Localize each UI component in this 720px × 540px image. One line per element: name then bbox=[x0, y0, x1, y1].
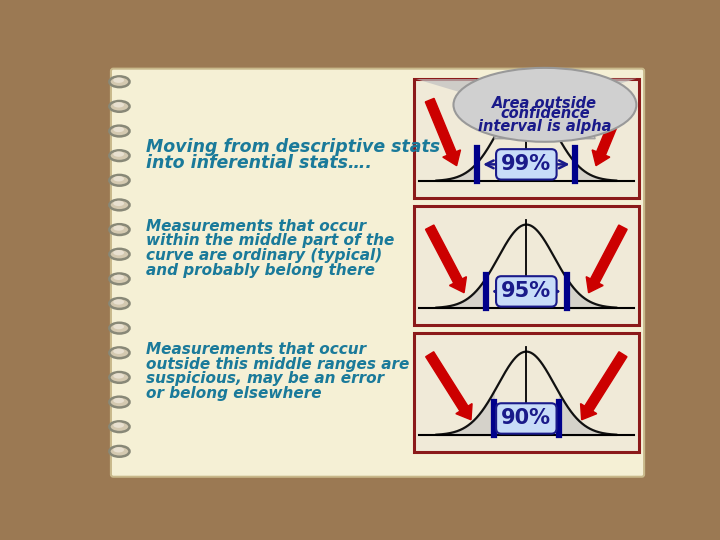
Ellipse shape bbox=[109, 397, 130, 408]
Bar bbox=[414, 333, 639, 452]
Ellipse shape bbox=[113, 447, 124, 453]
Ellipse shape bbox=[109, 421, 130, 432]
FancyBboxPatch shape bbox=[111, 69, 644, 477]
Ellipse shape bbox=[109, 446, 130, 457]
Ellipse shape bbox=[113, 127, 124, 132]
Ellipse shape bbox=[109, 347, 130, 358]
Text: and probably belong there: and probably belong there bbox=[145, 262, 375, 278]
FancyArrow shape bbox=[426, 98, 461, 166]
Ellipse shape bbox=[113, 398, 124, 403]
Ellipse shape bbox=[113, 250, 124, 255]
Text: into inferential stats….: into inferential stats…. bbox=[145, 154, 372, 172]
Text: within the middle part of the: within the middle part of the bbox=[145, 233, 394, 248]
Ellipse shape bbox=[113, 201, 124, 206]
Polygon shape bbox=[416, 79, 476, 97]
Ellipse shape bbox=[113, 373, 124, 379]
Ellipse shape bbox=[113, 348, 124, 354]
Text: or belong elsewhere: or belong elsewhere bbox=[145, 386, 321, 401]
FancyArrow shape bbox=[592, 98, 627, 166]
Ellipse shape bbox=[113, 176, 124, 181]
Ellipse shape bbox=[109, 372, 130, 383]
Ellipse shape bbox=[113, 151, 124, 157]
FancyArrow shape bbox=[426, 225, 467, 293]
Text: 90%: 90% bbox=[501, 408, 552, 428]
Ellipse shape bbox=[109, 175, 130, 186]
Polygon shape bbox=[577, 79, 636, 97]
Ellipse shape bbox=[113, 225, 124, 231]
Ellipse shape bbox=[113, 78, 124, 83]
Text: Moving from descriptive stats: Moving from descriptive stats bbox=[145, 138, 440, 156]
Ellipse shape bbox=[109, 323, 130, 334]
Text: 95%: 95% bbox=[501, 281, 552, 301]
Bar bbox=[414, 79, 639, 198]
Ellipse shape bbox=[113, 422, 124, 428]
FancyArrow shape bbox=[580, 352, 627, 420]
Ellipse shape bbox=[109, 101, 130, 112]
Text: Area outside: Area outside bbox=[492, 96, 598, 111]
Ellipse shape bbox=[113, 299, 124, 305]
Ellipse shape bbox=[109, 150, 130, 161]
Text: interval is alpha: interval is alpha bbox=[478, 119, 612, 134]
Ellipse shape bbox=[109, 126, 130, 137]
Text: curve are ordinary (typical): curve are ordinary (typical) bbox=[145, 248, 382, 263]
Ellipse shape bbox=[109, 298, 130, 309]
Text: suspicious, may be an error: suspicious, may be an error bbox=[145, 372, 384, 386]
Ellipse shape bbox=[113, 324, 124, 329]
Ellipse shape bbox=[109, 249, 130, 260]
Text: Measurements that occur: Measurements that occur bbox=[145, 342, 366, 357]
Ellipse shape bbox=[109, 273, 130, 284]
FancyArrow shape bbox=[586, 225, 627, 293]
Ellipse shape bbox=[109, 200, 130, 211]
Text: Measurements that occur: Measurements that occur bbox=[145, 219, 366, 234]
Polygon shape bbox=[481, 80, 595, 139]
Ellipse shape bbox=[113, 102, 124, 107]
FancyArrow shape bbox=[426, 352, 472, 420]
Ellipse shape bbox=[109, 76, 130, 87]
Bar bbox=[414, 206, 639, 325]
Text: confidence: confidence bbox=[500, 106, 590, 122]
Text: 99%: 99% bbox=[501, 154, 552, 174]
Ellipse shape bbox=[113, 275, 124, 280]
Ellipse shape bbox=[454, 68, 636, 142]
Text: outside this middle ranges are: outside this middle ranges are bbox=[145, 356, 409, 372]
Ellipse shape bbox=[109, 224, 130, 235]
